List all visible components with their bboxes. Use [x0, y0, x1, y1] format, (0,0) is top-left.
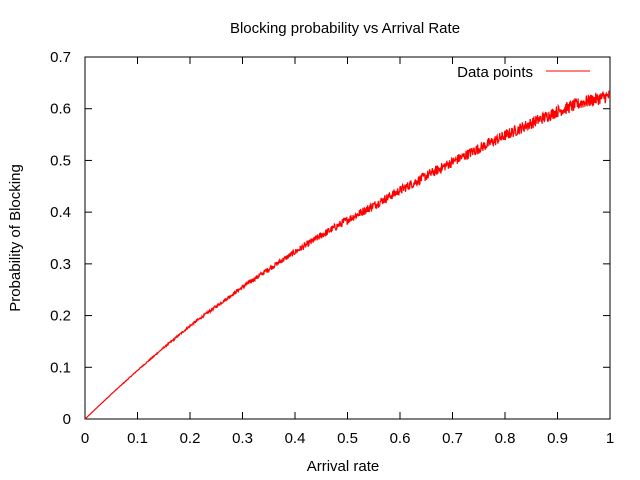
x-axis: 0 0.1 0.2 0.3 0.4 0.5 0.6 0.7 0.8 0.9 1: [81, 57, 614, 447]
x-tick-label: 0.6: [390, 430, 411, 447]
x-tick-label: 0.2: [180, 430, 201, 447]
y-tick-label: 0: [63, 411, 71, 428]
series-layer: [84, 90, 611, 420]
x-tick-label: 0.3: [232, 430, 253, 447]
chart-title: Blocking probability vs Arrival Rate: [230, 20, 460, 37]
y-axis-label: Probability of Blocking: [7, 164, 24, 312]
x-tick-label: 0: [81, 430, 89, 447]
x-tick-label: 1: [606, 430, 614, 447]
x-tick-label: 0.9: [547, 430, 568, 447]
y-tick-label: 0.4: [50, 204, 71, 221]
plot-frame: [84, 56, 611, 420]
y-tick-label: 0.3: [50, 256, 71, 273]
y-tick-label: 0.6: [50, 101, 71, 118]
legend: Data points: [457, 64, 590, 81]
x-tick-label: 0.5: [337, 430, 358, 447]
x-tick-label: 0.1: [127, 430, 148, 447]
y-tick-label: 0.1: [50, 359, 71, 376]
y-tick-label: 0.7: [50, 49, 71, 66]
y-axis: 0 0.1 0.2 0.3 0.4 0.5 0.6 0.7: [50, 49, 610, 428]
x-tick-label: 0.4: [285, 430, 306, 447]
x-tick-label: 0.8: [495, 430, 516, 447]
legend-label: Data points: [457, 64, 533, 81]
x-tick-label: 0.7: [442, 430, 463, 447]
y-tick-label: 0.2: [50, 308, 71, 325]
series-line: [84, 90, 611, 420]
x-axis-label: Arrival rate: [307, 458, 380, 475]
y-tick-label: 0.5: [50, 152, 71, 169]
